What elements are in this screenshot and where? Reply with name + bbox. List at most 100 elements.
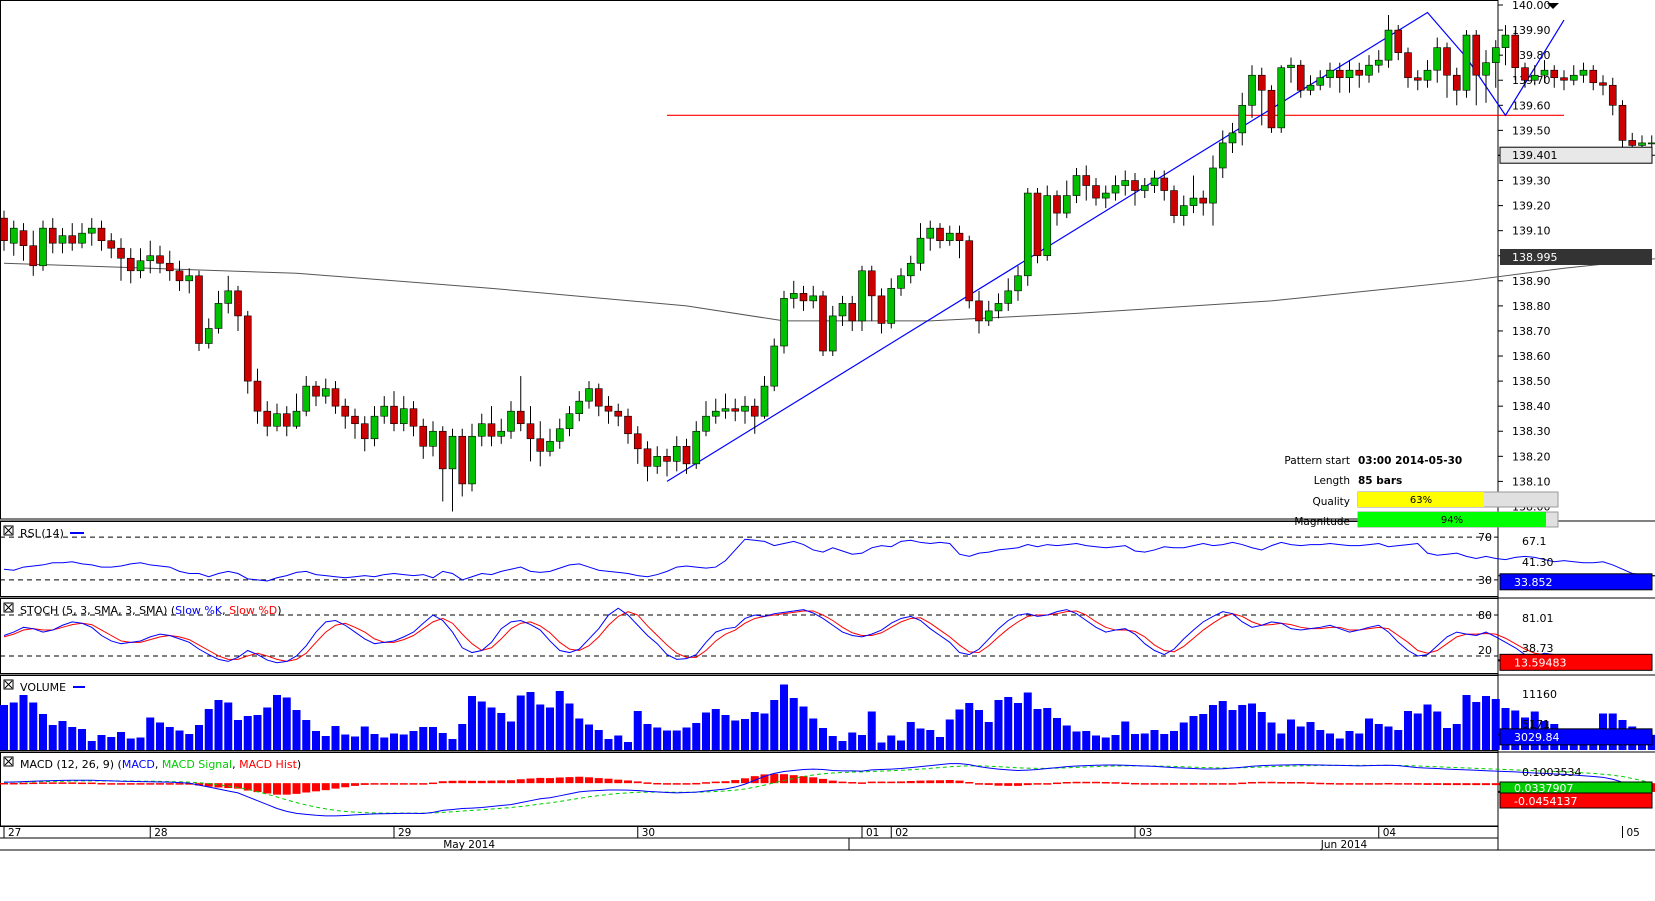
volume-bar [1043,708,1051,750]
macd-hist-bar [1443,783,1451,785]
macd-hist-bar [1160,783,1168,785]
macd-hist-bar [936,780,944,783]
length-label: Length [1314,475,1350,487]
candle-body-up [1288,65,1295,68]
candle-body-down [1356,70,1363,75]
macd-hist-bar [692,783,700,785]
candle-body-up [1063,196,1070,214]
macd-hist-bar [1258,782,1266,784]
volume-bar [1297,727,1305,751]
candle-body-down [625,416,632,434]
volume-bar [1209,705,1217,750]
volume-bar [185,734,193,750]
macd-hist-bar [29,783,37,785]
volume-bar [566,704,574,751]
volume-bar [1346,731,1354,750]
candle-body-up [1112,186,1119,194]
stoch-axis-label: 81.01 [1522,612,1554,625]
macd-axis-label: 0.1003534 [1522,766,1582,779]
price-tick-label: 138.20 [1512,450,1551,463]
volume-bar [1121,722,1129,751]
candle-body-down [391,406,398,424]
candle-body-up [1229,133,1236,143]
macd-hist-bar [273,783,281,794]
candle-body-up [322,389,329,397]
volume-bar [1482,696,1490,750]
volume-bar [371,734,379,750]
macd-hist-bar [1102,782,1110,784]
volume-bar [107,737,115,750]
volume-bar [244,716,252,750]
candle-body-down [264,411,271,426]
candle-body-down [254,381,261,411]
price-tick-label: 138.40 [1512,400,1551,413]
macd-hist-bar [566,777,574,783]
volume-bar [1092,736,1100,751]
candle-body-down [1083,176,1090,186]
volume-bar [985,722,993,750]
candle-body-up [88,228,95,233]
macd-hist-bar [712,782,720,784]
volume-bar [1307,722,1315,750]
candle-body-up [1210,168,1217,203]
volume-bar [1248,704,1256,751]
candle-body-up [1346,70,1353,78]
candle-body-down [1395,30,1402,53]
volume-bar [1443,728,1451,750]
macd-hist-bar [1024,783,1032,785]
volume-bar [1131,734,1139,750]
macd-hist-bar [1004,783,1012,786]
candle-body-up [1424,70,1431,80]
volume-bar [68,727,76,750]
macd-hist-bar [634,781,642,783]
volume-bar [1375,724,1383,750]
candle-body-up [1278,68,1285,128]
candle-body-up [274,414,281,427]
volume-bar [722,715,730,750]
macd-hist-bar [293,783,301,794]
x-day-label: 28 [154,827,167,839]
volume-bar [1287,720,1295,751]
macd-hist-bar [283,783,291,794]
macd-hist-bar [371,783,379,785]
macd-hist-bar [497,780,505,783]
candle-body-down [820,296,827,351]
volume-bar [302,720,310,750]
candle-body-down [1444,48,1451,76]
candle-body-up [293,411,300,426]
volume-bar [1268,723,1276,751]
quality-label: Quality [1312,496,1350,508]
macd-hist-bar [341,783,349,787]
volume-bar [819,728,827,750]
macd-hist-bar [1336,783,1344,785]
volume-bar [731,721,739,751]
macd-hist-bar [585,777,593,783]
stoch-axis-label: 38.73 [1522,642,1554,655]
macd-hist-bar [731,780,739,783]
volume-bar [20,695,28,750]
macd-hist-bar [1131,783,1139,785]
candle-body-down [1258,75,1265,90]
price-tick-label: 140.00 [1512,0,1551,12]
candle-body-up [1385,30,1392,60]
candle-body-up [927,228,934,238]
macd-hist-bar [1190,783,1198,785]
volume-bar [1014,703,1022,750]
macd-hist-bar [1219,783,1227,785]
x-day-label: 02 [895,827,908,839]
candle-body-down [537,439,544,452]
macd-hist-bar [458,781,466,784]
macd-hist-bar [419,783,427,785]
macd-hist-bar [887,782,895,784]
macd-hist-bar [605,779,613,783]
candle-body-down [361,424,368,439]
candle-body-down [1161,178,1168,191]
macd-hist-bar [176,783,184,785]
candle-body-up [215,303,222,328]
macd-hist-bar [1433,783,1441,785]
candle-body-down [966,241,973,301]
volume-bar [312,731,320,750]
macd-last-value: -0.0454137 [1514,795,1577,808]
